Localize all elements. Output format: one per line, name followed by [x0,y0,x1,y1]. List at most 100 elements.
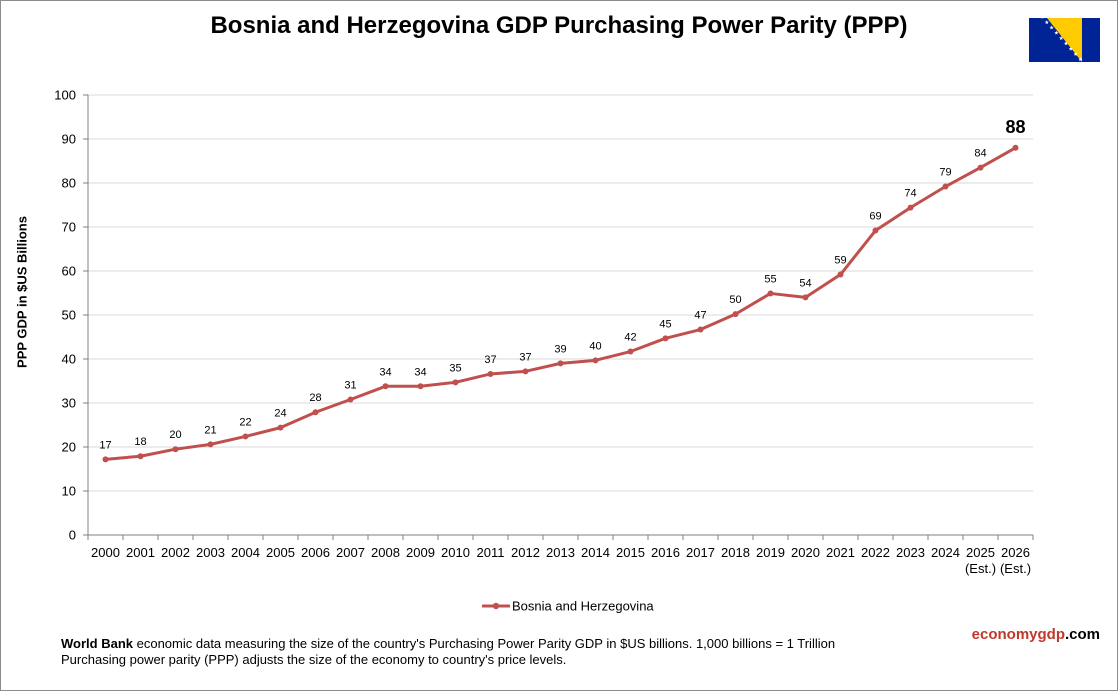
x-tick-sublabel: (Est.) [965,561,996,576]
x-tick-label: 2018 [721,545,750,560]
data-label: 55 [764,273,776,285]
data-point [592,357,599,364]
data-point [872,227,879,234]
data-point [732,311,739,318]
data-label: 18 [134,436,146,448]
data-point [382,383,389,390]
flag-star [1078,57,1083,62]
x-tick-label: 2010 [441,545,470,560]
y-tick-label: 60 [62,264,76,279]
data-point [207,441,214,448]
data-label: 50 [729,294,741,306]
x-tick-label: 2021 [826,545,855,560]
x-tick-label: 2017 [686,545,715,560]
data-point [1012,144,1019,151]
data-point [172,446,179,453]
data-point [942,183,949,190]
data-point [277,424,284,431]
data-label: 37 [484,354,496,366]
brand-part-1: economygdp [971,626,1065,643]
data-label: 69 [869,211,881,223]
data-label: 47 [694,310,706,322]
data-label: 39 [554,343,566,355]
x-tick-label: 2019 [756,545,785,560]
data-label: 42 [624,332,636,344]
y-tick-label: 90 [62,132,76,147]
legend-marker [492,602,500,610]
x-tick-label: 2023 [896,545,925,560]
x-tick-label: 2016 [651,545,680,560]
x-tick-label: 2013 [546,545,575,560]
x-tick-label: 2012 [511,545,540,560]
x-tick-sublabel: (Est.) [1000,561,1031,576]
data-point [242,433,249,440]
x-tick-label: 2004 [231,545,260,560]
x-tick-label: 2020 [791,545,820,560]
data-label: 59 [834,255,846,267]
data-point [837,271,844,278]
flag-star [1068,46,1073,51]
data-label: 34 [414,366,426,378]
data-label: 40 [589,340,601,352]
data-label: 31 [344,379,356,391]
data-point [767,290,774,297]
chart-title: Bosnia and Herzegovina GDP Purchasing Po… [210,12,908,39]
data-point [137,453,144,460]
footer-line-1: World Bank economic data measuring the s… [61,636,835,652]
x-tick-label: 2008 [371,545,400,560]
footer-note: World Bank economic data measuring the s… [61,636,835,668]
x-tick-label: 2026 [1001,545,1030,560]
data-label: 35 [449,362,461,374]
flag-star [1059,36,1064,40]
y-tick-label: 10 [62,484,76,499]
y-tick-label: 20 [62,440,76,455]
data-point [487,370,494,377]
y-tick-label: 100 [54,88,76,103]
x-tick-label: 2001 [126,545,155,560]
flag-star [1063,41,1069,46]
flag-star [1049,25,1054,30]
x-tick-label: 2014 [581,545,610,560]
footer-line-2: Purchasing power parity (PPP) adjusts th… [61,652,567,667]
flag-star [1073,51,1078,56]
brand-logo[interactable]: economygdp.com [972,626,1100,643]
data-point [662,335,669,342]
data-point [907,204,914,211]
data-point [452,379,459,386]
footer-line-1-text: economic data measuring the size of the … [133,636,836,651]
data-point [802,294,809,301]
flag-star [1040,18,1044,19]
series-line [105,146,1017,461]
data-label: 22 [239,416,251,428]
data-point [557,360,564,367]
x-tick-label: 2006 [301,545,330,560]
x-tick-label: 2009 [406,545,435,560]
data-label: 34 [379,366,391,378]
x-tick-label: 2015 [616,545,645,560]
data-label: 24 [274,408,286,420]
flag-star [1054,30,1059,35]
x-tick-label: 2003 [196,545,225,560]
data-label: 37 [519,351,531,363]
data-point [102,456,109,463]
data-point [417,383,424,390]
brand-part-2: .com [1064,626,1100,643]
x-tick-label: 2024 [931,545,960,560]
x-tick-label: 2025 [966,545,995,560]
data-label: 84 [974,148,986,160]
data-label: 54 [799,277,811,289]
y-tick-label: 40 [62,352,76,367]
data-label: 21 [204,424,216,436]
y-tick-label: 70 [62,220,76,235]
x-tick-label: 2002 [161,545,190,560]
y-tick-label: 30 [62,396,76,411]
y-tick-label: 80 [62,176,76,191]
data-point [312,409,319,416]
data-label: 45 [659,318,671,330]
bosnia-and-herzegovina-flag-icon [1029,18,1100,62]
x-tick-label: 2011 [477,545,505,560]
x-tick-label: 2005 [266,545,295,560]
x-tick-label: 2007 [336,545,365,560]
